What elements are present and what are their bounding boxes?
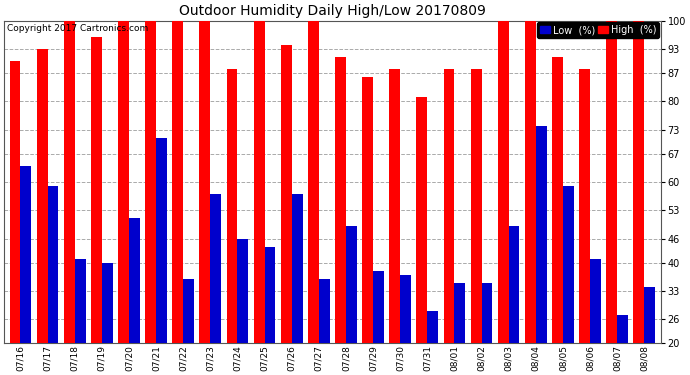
Bar <box>292 194 302 344</box>
Bar <box>509 226 520 344</box>
Bar <box>346 226 357 344</box>
Bar <box>633 21 644 344</box>
Bar <box>237 238 248 344</box>
Bar <box>172 21 183 344</box>
Bar <box>319 279 330 344</box>
Bar <box>210 194 221 344</box>
Legend: Low  (%), High  (%): Low (%), High (%) <box>538 22 659 38</box>
Bar <box>264 247 275 344</box>
Bar <box>579 69 590 344</box>
Bar <box>37 49 48 344</box>
Bar <box>617 315 628 344</box>
Bar <box>183 279 194 344</box>
Bar <box>482 283 493 344</box>
Bar <box>362 77 373 344</box>
Bar <box>91 37 102 344</box>
Bar <box>156 138 167 344</box>
Bar <box>455 283 465 344</box>
Bar <box>10 61 21 344</box>
Bar <box>145 21 156 344</box>
Bar <box>118 21 129 344</box>
Bar <box>75 259 86 344</box>
Bar <box>444 69 455 344</box>
Bar <box>400 275 411 344</box>
Bar <box>373 271 384 344</box>
Bar <box>563 186 573 344</box>
Bar <box>497 21 509 344</box>
Bar <box>607 21 617 344</box>
Bar <box>590 259 601 344</box>
Bar <box>129 218 140 344</box>
Bar <box>226 69 237 344</box>
Title: Outdoor Humidity Daily High/Low 20170809: Outdoor Humidity Daily High/Low 20170809 <box>179 4 486 18</box>
Bar <box>335 57 346 344</box>
Bar <box>427 311 438 344</box>
Bar <box>417 98 427 344</box>
Bar <box>389 69 400 344</box>
Bar <box>64 21 75 344</box>
Bar <box>308 21 319 344</box>
Bar <box>102 263 112 344</box>
Bar <box>199 21 210 344</box>
Bar <box>21 166 31 344</box>
Bar <box>552 57 563 344</box>
Bar <box>535 126 546 344</box>
Bar <box>254 21 264 344</box>
Text: Copyright 2017 Cartronics.com: Copyright 2017 Cartronics.com <box>8 24 149 33</box>
Bar <box>281 45 292 344</box>
Bar <box>48 186 59 344</box>
Bar <box>471 69 482 344</box>
Bar <box>525 21 535 344</box>
Bar <box>644 287 655 344</box>
